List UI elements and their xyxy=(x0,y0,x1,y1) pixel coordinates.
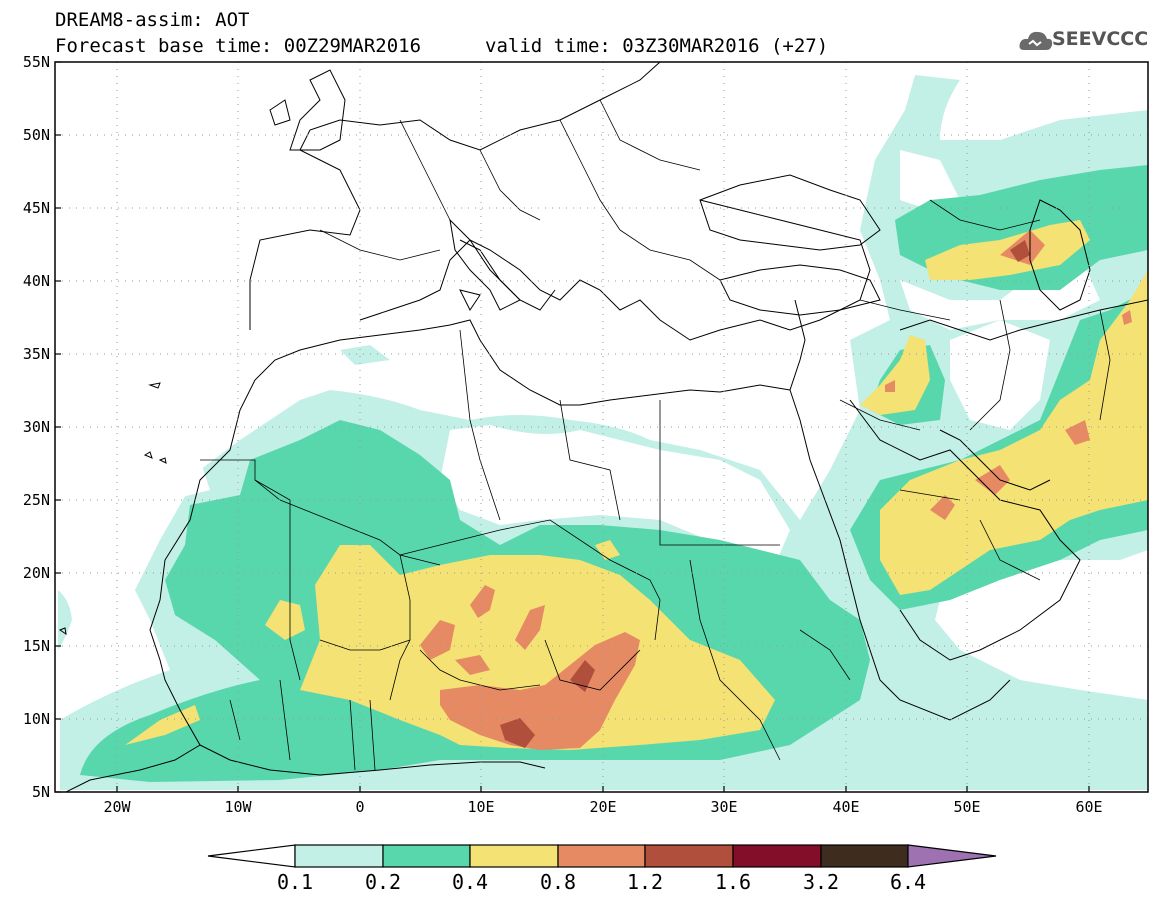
longitude-labels: 20W 10W 0 10E 20E 30E 40E 50E 60E xyxy=(103,798,1102,816)
lat-label: 15N xyxy=(23,637,50,655)
colorbar-swatch xyxy=(557,844,646,868)
lat-label: 45N xyxy=(23,199,50,217)
axis-ticks xyxy=(55,61,1090,793)
coastlines xyxy=(58,62,1148,792)
colorbar-label: 0.1 xyxy=(277,870,313,894)
colorbar-swatch xyxy=(644,844,734,868)
country-borders xyxy=(200,99,1111,771)
lat-label: 40N xyxy=(23,272,50,290)
colorbar-label: 3.2 xyxy=(803,870,839,894)
aot-field xyxy=(58,75,1148,790)
colorbar-high-arrow xyxy=(907,844,997,868)
valid-time: valid time: 03Z30MAR2016 (+27) xyxy=(485,35,829,57)
latitude-labels: 55N 50N 45N 40N 35N 30N 25N 20N 15N 10N … xyxy=(23,53,50,801)
lon-label: 20W xyxy=(103,798,131,816)
gridlines xyxy=(55,62,1148,792)
cloud-logo-icon xyxy=(1019,31,1053,50)
colorbar-label: 0.8 xyxy=(540,870,576,894)
colorbar-label: 0.4 xyxy=(452,870,488,894)
lat-label: 35N xyxy=(23,345,50,363)
colorbar-swatch xyxy=(382,844,471,868)
lon-label: 10E xyxy=(467,798,494,816)
lat-label: 25N xyxy=(23,491,50,509)
colorbar-label: 0.2 xyxy=(365,870,401,894)
colorbar-low-arrow xyxy=(207,844,296,868)
colorbar-label: 6.4 xyxy=(890,870,926,894)
lon-label: 60E xyxy=(1075,798,1102,816)
lat-label: 5N xyxy=(32,783,50,801)
colorbar-swatch xyxy=(294,844,384,868)
lon-label: 0 xyxy=(355,798,364,816)
colorbar-swatch xyxy=(469,844,559,868)
colorbar-swatch xyxy=(820,844,909,868)
lon-label: 20E xyxy=(589,798,616,816)
lon-label: 50E xyxy=(953,798,980,816)
map-title: DREAM8-assim: AOT xyxy=(55,9,250,31)
logo-text: SEEVCCC xyxy=(1052,28,1149,50)
lat-label: 10N xyxy=(23,710,50,728)
lon-label: 30E xyxy=(710,798,737,816)
lat-label: 55N xyxy=(23,53,50,71)
lat-label: 50N xyxy=(23,126,50,144)
colorbar-label: 1.2 xyxy=(627,870,663,894)
colorbar-label: 1.6 xyxy=(715,870,751,894)
lon-label: 40E xyxy=(832,798,859,816)
lat-label: 30N xyxy=(23,418,50,436)
colorbar-swatch xyxy=(732,844,822,868)
lat-label: 20N xyxy=(23,564,50,582)
forecast-base-time: Forecast base time: 00Z29MAR2016 xyxy=(55,35,422,57)
lon-label: 10W xyxy=(224,798,252,816)
colorbar: 0.1 0.2 0.4 0.8 1.2 1.6 3.2 6.4 xyxy=(207,844,997,894)
